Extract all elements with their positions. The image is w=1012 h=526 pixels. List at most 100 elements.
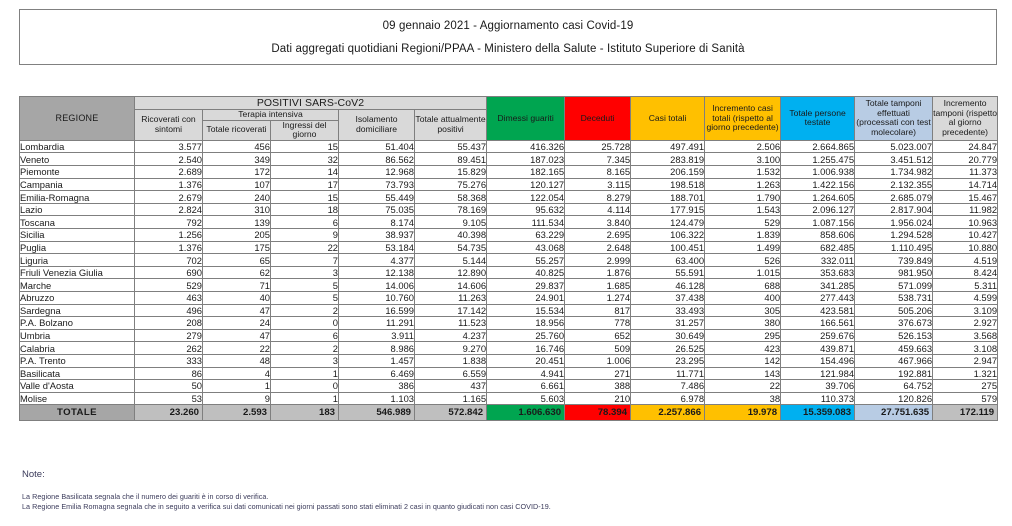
notes-section: Note: La Regione Basilicata segnala che … <box>22 469 982 512</box>
cell-incremento-casi-totali: 22 <box>704 379 782 393</box>
cell-totale-persone-testate: 1.264.605 <box>780 190 856 204</box>
cell-total-ricoverati-con-sintomi: 23.260 <box>134 404 203 422</box>
table-body: Lombardia 3.577 456 15 51.404 55.437 416.326 25… <box>19 139 999 422</box>
table-row: Basilicata 86 4 1 6.469 6.559 4.941 271 11.771 14… <box>19 366 999 381</box>
covid-regional-table: REGIONE POSITIVI SARS-CoV2 Dimessi guari… <box>19 96 999 422</box>
cell-ingressi-del-giorno: 0 <box>270 379 339 393</box>
note-line-emilia-romagna: La Regione Emilia Romagna segnala che in… <box>22 502 551 512</box>
cell-deceduti: 1.876 <box>564 265 632 280</box>
cell-incremento-casi-totali: 1.499 <box>704 240 782 255</box>
cell-ingressi-del-giorno: 3 <box>270 265 339 280</box>
cell-isolamento-domiciliare: 12.968 <box>338 165 415 179</box>
cell-incremento-casi-totali: 143 <box>704 366 782 381</box>
cell-totale-ricoverati: 47 <box>202 328 271 343</box>
cell-ingressi-del-giorno: 1 <box>270 366 339 381</box>
cell-totale-tamponi-effettuati: 1.734.982 <box>854 165 934 179</box>
cell-regione: Valle d'Aosta <box>19 379 135 393</box>
cell-ingressi-del-giorno: 5 <box>270 278 339 292</box>
table-row: Sardegna 496 47 2 16.599 17.142 15.534 817 33.49… <box>19 303 999 318</box>
cell-ricoverati-con-sintomi: 279 <box>134 328 203 343</box>
cell-ricoverati-con-sintomi: 53 <box>134 391 203 406</box>
cell-totale-ricoverati: 65 <box>202 253 271 267</box>
cell-totale-tamponi-effettuati: 739.849 <box>854 253 934 267</box>
cell-incremento-casi-totali: 1.790 <box>704 190 782 204</box>
cell-totale-persone-testate: 858.606 <box>780 228 856 242</box>
cell-totale-tamponi-effettuati: 1.110.495 <box>854 240 934 255</box>
cell-totale-persone-testate: 1.422.156 <box>780 177 856 192</box>
cell-totale-ricoverati: 139 <box>202 215 271 230</box>
cell-deceduti: 25.728 <box>564 139 632 154</box>
cell-total-totale-persone-testate: 15.359.083 <box>780 404 856 422</box>
cell-totale-attualmente-positivi: 89.451 <box>413 152 488 167</box>
table-row: Liguria 702 65 7 4.377 5.144 55.257 2.999 63.400… <box>19 253 999 267</box>
cell-isolamento-domiciliare: 4.377 <box>338 253 415 267</box>
cell-ingressi-del-giorno: 18 <box>270 202 339 217</box>
cell-casi-totali: 26.525 <box>630 341 706 355</box>
cell-isolamento-domiciliare: 386 <box>338 379 415 393</box>
cell-isolamento-domiciliare: 11.291 <box>338 316 415 330</box>
cell-incremento-casi-totali: 423 <box>704 341 782 355</box>
table-row: Calabria 262 22 2 8.986 9.270 16.746 509 26.525 4… <box>19 341 999 355</box>
cell-dimessi-guariti: 15.534 <box>486 303 566 318</box>
table-row: Abruzzo 463 40 5 10.760 11.263 24.901 1.274 37.4… <box>19 291 999 305</box>
cell-ingressi-del-giorno: 17 <box>270 177 339 192</box>
cell-ingressi-del-giorno: 15 <box>270 139 339 154</box>
cell-totale-persone-testate: 332.011 <box>780 253 856 267</box>
cell-ricoverati-con-sintomi: 1.376 <box>134 177 203 192</box>
cell-regione: Abruzzo <box>19 291 135 305</box>
cell-ingressi-del-giorno: 2 <box>270 303 339 318</box>
cell-totale-attualmente-positivi: 78.169 <box>413 202 488 217</box>
cell-regione: Umbria <box>19 328 135 343</box>
cell-dimessi-guariti: 18.956 <box>486 316 566 330</box>
cell-deceduti: 2.695 <box>564 228 632 242</box>
cell-incremento-tamponi: 24.847 <box>932 139 999 154</box>
cell-ricoverati-con-sintomi: 792 <box>134 215 203 230</box>
cell-totale-tamponi-effettuati: 981.950 <box>854 265 934 280</box>
cell-incremento-tamponi: 275 <box>932 379 999 393</box>
cell-total-casi-totali: 2.257.866 <box>630 404 706 422</box>
table-row: Lazio 2.824 310 18 75.035 78.169 95.632 4.114 17… <box>19 202 999 217</box>
cell-incremento-tamponi: 10.880 <box>932 240 999 255</box>
cell-deceduti: 7.345 <box>564 152 632 167</box>
cell-deceduti: 388 <box>564 379 632 393</box>
table-row: Campania 1.376 107 17 73.793 75.276 120.127 3.1… <box>19 177 999 192</box>
cell-totale-persone-testate: 1.087.156 <box>780 215 856 230</box>
cell-incremento-tamponi: 5.311 <box>932 278 999 292</box>
cell-totale-ricoverati: 456 <box>202 139 271 154</box>
cell-ricoverati-con-sintomi: 463 <box>134 291 203 305</box>
cell-regione: Basilicata <box>19 366 135 381</box>
cell-totale-ricoverati: 310 <box>202 202 271 217</box>
cell-totale-tamponi-effettuati: 1.294.528 <box>854 228 934 242</box>
cell-totale-ricoverati: 175 <box>202 240 271 255</box>
cell-incremento-tamponi: 2.927 <box>932 316 999 330</box>
cell-incremento-tamponi: 1.321 <box>932 366 999 381</box>
cell-casi-totali: 198.518 <box>630 177 706 192</box>
cell-incremento-tamponi: 20.779 <box>932 152 999 167</box>
header-ricoverati-con-sintomi: Ricoverati con sintomi <box>134 109 203 141</box>
cell-totale-tamponi-effettuati: 505.206 <box>854 303 934 318</box>
cell-totale-attualmente-positivi: 11.523 <box>413 316 488 330</box>
cell-incremento-casi-totali: 295 <box>704 328 782 343</box>
cell-incremento-casi-totali: 3.100 <box>704 152 782 167</box>
cell-incremento-casi-totali: 688 <box>704 278 782 292</box>
cell-casi-totali: 6.978 <box>630 391 706 406</box>
cell-dimessi-guariti: 122.054 <box>486 190 566 204</box>
cell-totale-attualmente-positivi: 58.368 <box>413 190 488 204</box>
header-row-group: REGIONE POSITIVI SARS-CoV2 Dimessi guari… <box>19 96 999 141</box>
cell-dimessi-guariti: 111.534 <box>486 215 566 230</box>
cell-incremento-tamponi: 4.599 <box>932 291 999 305</box>
cell-totale-ricoverati: 107 <box>202 177 271 192</box>
header-totale-attualmente-positivi: Totale attualmente positivi <box>413 109 488 141</box>
cell-regione: Campania <box>19 177 135 192</box>
cell-isolamento-domiciliare: 16.599 <box>338 303 415 318</box>
cell-totale-attualmente-positivi: 4.237 <box>413 328 488 343</box>
report-title-line1: 09 gennaio 2021 - Aggiornamento casi Cov… <box>382 19 634 32</box>
cell-casi-totali: 206.159 <box>630 165 706 179</box>
cell-dimessi-guariti: 63.229 <box>486 228 566 242</box>
cell-incremento-casi-totali: 1.839 <box>704 228 782 242</box>
header-totale-tamponi-effettuati: Totale tamponi effettuati (processati co… <box>854 96 934 141</box>
cell-incremento-tamponi: 14.714 <box>932 177 999 192</box>
cell-total-isolamento-domiciliare: 546.989 <box>338 404 415 422</box>
cell-deceduti: 271 <box>564 366 632 381</box>
cell-casi-totali: 55.591 <box>630 265 706 280</box>
